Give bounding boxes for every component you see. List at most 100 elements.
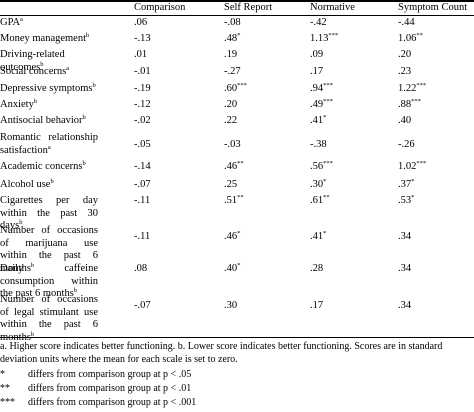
significance-note: *** differs from comparison group at p < … (0, 397, 196, 409)
significance-text: differs from comparison group at p < .01 (28, 383, 192, 394)
cell-value: -.27 (224, 66, 241, 77)
row-label: GPAa (0, 16, 98, 30)
cell-value: -.38 (310, 139, 327, 150)
significance-stars: ** (323, 194, 330, 201)
significance-stars: ** (237, 160, 244, 167)
row-label: Alcohol useb (0, 178, 98, 192)
cell-normative: .09 (310, 49, 323, 62)
cell-value: .17 (310, 66, 324, 77)
cell-comparison: -.07 (134, 179, 151, 192)
significance-stars: * (323, 178, 327, 185)
row-label-footnote: a (20, 16, 23, 23)
cell-value: .46 (224, 161, 238, 172)
cell-symptom-count: .37* (398, 178, 415, 192)
cell-value: -.03 (224, 139, 241, 150)
cell-value: .06 (134, 17, 148, 28)
row-label: Number of occasions of marijuana use wit… (0, 225, 98, 275)
cell-value: .41 (310, 231, 324, 242)
row-label-footnote: b (30, 330, 35, 338)
row-label-footnote: b (82, 114, 86, 121)
cell-symptom-count: .40 (398, 115, 411, 128)
row-label: Cigarettes per day within the past 30 da… (0, 195, 98, 233)
cell-comparison: -.19 (134, 83, 151, 96)
cell-self-report: .25 (224, 179, 237, 192)
significance-stars: *** (237, 82, 247, 89)
cell-comparison: -.02 (134, 115, 151, 128)
header-bottom-rule (0, 15, 474, 16)
cell-value: -.42 (310, 17, 327, 28)
cell-self-report: -.08 (224, 17, 241, 30)
cell-normative: .56*** (310, 160, 333, 174)
cell-value: .61 (310, 195, 324, 206)
row-label-footnote: b (92, 82, 96, 89)
row-label-footnote: b (86, 32, 90, 39)
row-label-text: Academic concerns (0, 161, 83, 172)
row-label-footnote: b (82, 160, 86, 167)
cell-value: -.14 (134, 161, 151, 172)
cell-normative: -.42 (310, 17, 327, 30)
cell-value: .20 (398, 49, 412, 60)
cell-value: .23 (398, 66, 412, 77)
row-label-text: Driving-related outcomes (0, 49, 65, 73)
cell-value: .30 (310, 179, 324, 190)
significance-stars: * (411, 178, 415, 185)
cell-value: -.12 (134, 99, 151, 110)
header-self-report: Self Report (224, 2, 273, 13)
cell-value: -.11 (134, 231, 151, 242)
significance-text: differs from comparison group at p < .00… (28, 397, 197, 408)
cell-symptom-count: -.44 (398, 17, 415, 30)
row-label-footnote: b (19, 219, 23, 226)
significance-text: differs from comparison group at p < .05 (28, 369, 192, 380)
cell-symptom-count: .23 (398, 66, 411, 79)
significance-stars: * (237, 262, 241, 269)
header-normative: Normative (310, 2, 355, 13)
cell-comparison: -.13 (134, 33, 151, 46)
cell-self-report: .60*** (224, 82, 247, 96)
cell-value: .22 (224, 115, 238, 126)
row-label-text: Number of occasions of legal stimulant u… (0, 294, 98, 343)
significance-mark: ** (0, 383, 10, 394)
cell-self-report: .46** (224, 160, 244, 174)
row-label-footnote: b (50, 178, 54, 185)
cell-value: .20 (224, 99, 238, 110)
cell-self-report: -.27 (224, 66, 241, 79)
cell-value: .34 (398, 300, 412, 311)
cell-value: .01 (134, 49, 148, 60)
cell-value: .48 (224, 33, 238, 44)
row-label-footnote: b (73, 287, 78, 294)
cell-value: .09 (310, 49, 324, 60)
row-label-text: Alcohol use (0, 179, 51, 190)
cell-value: .60 (224, 83, 238, 94)
cell-self-report: -.03 (224, 139, 241, 152)
significance-note: * differs from comparison group at p < .0… (0, 369, 191, 381)
cell-self-report: .51** (224, 194, 244, 208)
significance-note: ** differs from comparison group at p < .… (0, 383, 191, 395)
row-label: Money managementb (0, 32, 98, 46)
cell-normative: .61** (310, 194, 330, 208)
cell-comparison: .08 (134, 263, 147, 276)
cell-normative: 1.13*** (310, 32, 339, 46)
cell-value: .46 (224, 231, 238, 242)
row-label-footnote: a (66, 65, 70, 72)
cell-value: .19 (224, 49, 238, 60)
cell-value: -.05 (134, 139, 151, 150)
row-label: Depressive symptomsb (0, 82, 98, 96)
cell-value: 1.06 (398, 33, 417, 44)
cell-value: .53 (398, 195, 412, 206)
row-label-text: Anxiety (0, 99, 34, 110)
cell-normative: .49*** (310, 98, 333, 112)
table-notes: a. Higher score indicates better functio… (0, 341, 474, 366)
cell-normative: .41* (310, 114, 326, 128)
cell-comparison: .01 (134, 49, 147, 62)
cell-self-report: .22 (224, 115, 237, 128)
cell-comparison: -.05 (134, 139, 151, 152)
row-label-text: Number of occasions of marijuana use wit… (0, 225, 98, 274)
cell-value: .51 (224, 195, 238, 206)
cell-normative: .41* (310, 230, 326, 244)
row-label: Academic concernsb (0, 160, 98, 174)
significance-stars: *** (328, 32, 339, 39)
cell-comparison: -.11 (134, 231, 150, 244)
cell-value: 1.22 (398, 83, 417, 94)
cell-value: .25 (224, 179, 238, 190)
